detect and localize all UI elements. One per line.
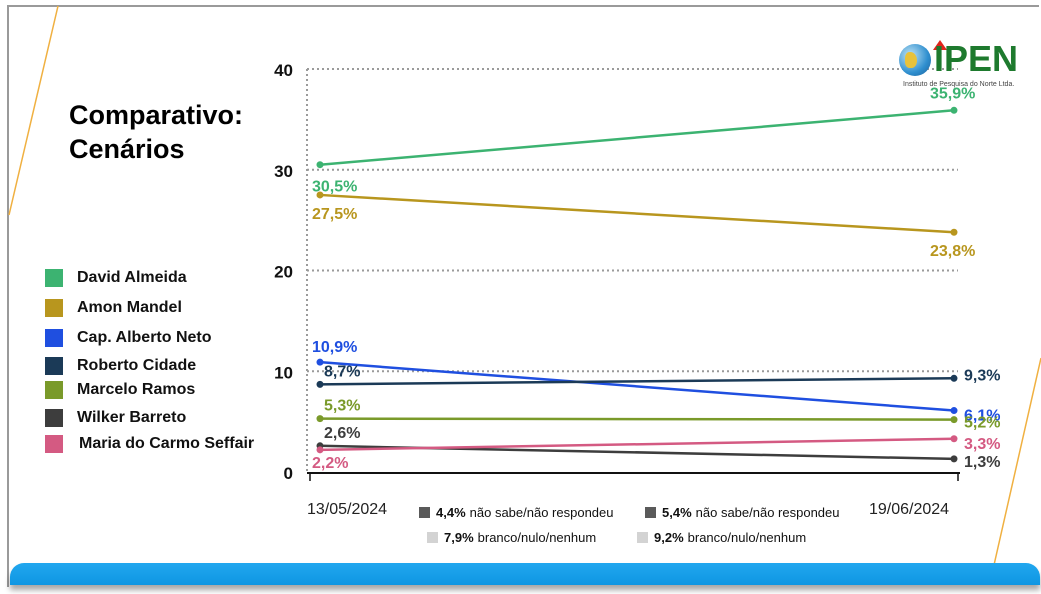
ipen-logo: IPEN Instituto de Pesquisa do Norte Ltda…: [897, 40, 1027, 96]
footnote-label: branco/nulo/nenhum: [477, 530, 597, 545]
globe-icon: [899, 44, 931, 76]
data-label: 5,3%: [324, 398, 360, 415]
legend-label: Maria do Carmo Seffair: [79, 435, 255, 452]
data-point: [950, 455, 958, 463]
legend-swatch: [45, 269, 63, 287]
slide-title: Comparativo: Cenários: [69, 98, 243, 166]
data-label: 2,2%: [312, 455, 348, 472]
series-line-1: [319, 193, 955, 234]
footnote-swatch: [427, 532, 438, 543]
footnote-value: 4,4%: [436, 505, 466, 520]
footnote-value: 9,2%: [654, 530, 684, 545]
y-tick-label: 10: [274, 363, 293, 382]
series-line-0: [319, 109, 955, 166]
footnote-swatch: [637, 532, 648, 543]
legend-item: Wilker Barreto: [45, 408, 186, 428]
series-line-6: [319, 437, 955, 452]
data-point: [316, 380, 324, 388]
legend-swatch: [45, 299, 63, 317]
data-point: [950, 416, 958, 424]
data-point: [950, 228, 958, 236]
series-line-2: [319, 360, 955, 412]
up-arrow-icon: [933, 40, 947, 50]
data-label: 8,7%: [324, 363, 360, 380]
legend-item: Marcelo Ramos: [45, 380, 195, 400]
footnote-nsnr-2: 5,4% não sabe/não respondeu: [645, 505, 840, 520]
series-line-4: [319, 417, 955, 421]
data-point: [316, 191, 324, 199]
logo-name: IPEN: [934, 38, 1019, 79]
data-label: 10,9%: [312, 339, 357, 356]
legend-swatch: [45, 435, 63, 453]
data-label: 3,3%: [964, 436, 1000, 453]
footnote-label: não sabe/não respondeu: [469, 505, 614, 520]
y-tick-label: 30: [274, 162, 293, 181]
x-tick-label-1: 19/06/2024: [869, 501, 950, 518]
data-label: 35,9%: [930, 85, 975, 102]
data-label: 2,6%: [324, 425, 360, 442]
legend-label: David Almeida: [77, 269, 187, 286]
legend-label: Wilker Barreto: [77, 409, 187, 426]
footnote-bnn-1: 7,9% branco/nulo/nenhum: [427, 530, 596, 545]
data-point: [950, 374, 958, 382]
legend-item: Roberto Cidade: [45, 356, 196, 376]
bottom-bar: [10, 563, 1040, 585]
footnote-value: 7,9%: [444, 530, 474, 545]
data-label: 23,8%: [930, 243, 975, 260]
footnote-nsnr-1: 4,4% não sabe/não respondeu: [419, 505, 614, 520]
accent-line-left: [8, 5, 59, 216]
legend-label: Cap. Alberto Neto: [77, 329, 212, 346]
footnote-label: branco/nulo/nenhum: [687, 530, 807, 545]
accent-line-right: [993, 357, 1041, 566]
x-tick-label-0: 13/05/2024: [307, 501, 388, 518]
footnote-label: não sabe/não respondeu: [695, 505, 840, 520]
logo-subtitle: Instituto de Pesquisa do Norte Ltda.: [903, 81, 1015, 88]
data-point: [316, 358, 324, 366]
footnote-swatch: [645, 507, 656, 518]
title-line-1: Comparativo:: [69, 100, 244, 130]
series-line-3: [319, 377, 955, 386]
data-point: [950, 407, 958, 415]
data-label: 27,5%: [312, 206, 357, 223]
data-label: 30,5%: [312, 179, 357, 196]
data-label: 5,2%: [964, 415, 1000, 432]
legend-item: Cap. Alberto Neto: [45, 328, 212, 348]
legend-swatch: [45, 329, 63, 347]
legend-swatch: [45, 381, 63, 399]
legend-item: Maria do Carmo Seffair: [45, 434, 254, 454]
slide-frame: [7, 5, 1039, 587]
footnote-swatch: [419, 507, 430, 518]
data-point: [316, 415, 324, 423]
data-point: [950, 435, 958, 443]
footnote-value: 5,4%: [662, 505, 692, 520]
legend-swatch: [45, 357, 63, 375]
legend-swatch: [45, 409, 63, 427]
legend-label: Marcelo Ramos: [77, 381, 196, 398]
legend-item: David Almeida: [45, 268, 187, 288]
footnote-bnn-2: 9,2% branco/nulo/nenhum: [637, 530, 806, 545]
y-tick-label: 40: [274, 61, 293, 80]
data-label: 6,1%: [964, 408, 1000, 425]
legend-item: Amon Mandel: [45, 298, 182, 318]
data-point: [316, 446, 324, 454]
legend-label: Roberto Cidade: [77, 357, 197, 374]
data-point: [316, 161, 324, 169]
y-tick-label: 0: [284, 464, 293, 483]
data-point: [950, 106, 958, 114]
y-tick-label: 20: [274, 263, 293, 282]
data-label: 9,3%: [964, 367, 1000, 384]
data-label: 1,3%: [964, 454, 1000, 471]
legend-label: Amon Mandel: [77, 299, 182, 316]
title-line-2: Cenários: [69, 134, 185, 164]
